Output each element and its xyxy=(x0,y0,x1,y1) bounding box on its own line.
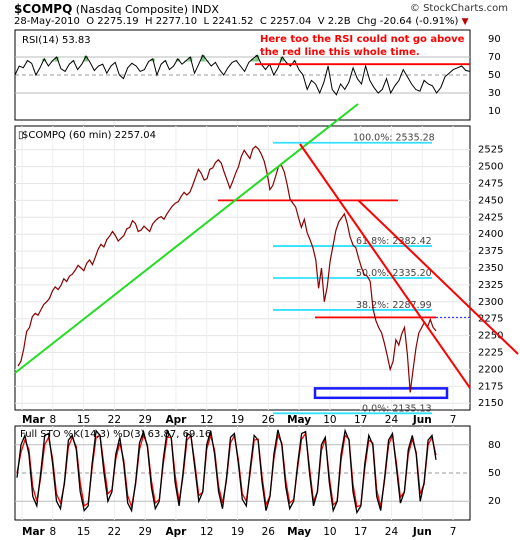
red-downtrend-line-2 xyxy=(357,199,519,355)
price-bar-icon: ▯ xyxy=(18,130,24,141)
price-x-tick-label: May xyxy=(287,414,311,426)
fib-level-label: 61.8%: 2382.42 xyxy=(356,236,432,247)
fib-level-label: 50.0%: 2335.20 xyxy=(356,268,432,279)
red-downtrend-line-1 xyxy=(299,143,471,389)
down-arrow-icon: ▼ xyxy=(461,17,469,27)
price-line xyxy=(17,145,437,393)
quote-volume: V 2.2B xyxy=(317,16,351,27)
rsi-tick-label: 90 xyxy=(488,34,501,45)
rsi-line xyxy=(14,54,471,96)
rsi-overbought-fill xyxy=(175,58,180,62)
sto-tick-label: 80 xyxy=(488,440,501,451)
sto-k-line xyxy=(16,428,437,515)
price-tick-label: 2425 xyxy=(478,212,503,223)
sto-x-tick-label: 22 xyxy=(108,526,121,538)
price-tick-label: 2275 xyxy=(478,314,503,325)
price-x-tick-label: 10 xyxy=(323,414,336,426)
rsi-tick-label: 70 xyxy=(488,52,501,63)
quote-line: 28-May-2010 O 2275.19 H 2277.10 L 2241.5… xyxy=(14,16,469,27)
price-tick-label: 2450 xyxy=(478,195,503,206)
quote-close: C 2257.04 xyxy=(259,16,312,27)
price-title: $COMPQ (60 min) 2257.04 xyxy=(22,130,156,141)
rsi-tick-label: 30 xyxy=(488,88,501,99)
price-tick-label: 2525 xyxy=(478,145,503,156)
quote-date: 28-May-2010 xyxy=(14,16,80,27)
sto-x-tick-label: May xyxy=(287,526,311,538)
sto-x-tick-label: 15 xyxy=(77,526,90,538)
price-tick-label: 2175 xyxy=(478,381,503,392)
chart-title: $COMPQ (Nasdaq Composite) INDX xyxy=(14,2,219,16)
price-x-tick-label: 19 xyxy=(231,414,244,426)
site-credit: © StockCharts.com xyxy=(409,3,508,14)
sto-x-tick-label: 26 xyxy=(262,526,276,538)
quote-change: Chg -20.64 (-0.91%) xyxy=(356,16,459,27)
sto-x-tick-label: Jun xyxy=(412,526,432,538)
sto-x-tick-label: 8 xyxy=(49,526,56,538)
price-x-tick-label: 26 xyxy=(262,414,276,426)
green-uptrend-line xyxy=(14,103,359,374)
price-x-tick-label: 29 xyxy=(138,414,151,426)
rsi-tick-label: 50 xyxy=(488,70,501,81)
sto-title: Full STO %K(14,3) %D(3) 63.87, 69.16 xyxy=(20,429,211,440)
price-x-tick-label: 8 xyxy=(49,414,56,426)
quote-open: O 2275.19 xyxy=(86,16,139,27)
sto-x-tick-label: 10 xyxy=(323,526,336,538)
price-tick-label: 2325 xyxy=(478,280,503,291)
price-tick-label: 2350 xyxy=(478,263,503,274)
price-tick-label: 2300 xyxy=(478,297,503,308)
rsi-annotation: Here too the RSI could not go above the r… xyxy=(260,34,465,58)
price-tick-label: 2375 xyxy=(478,246,503,257)
rsi-overbought-fill xyxy=(54,57,59,62)
rsi-overbought-fill xyxy=(200,55,205,62)
rsi-tick-label: 10 xyxy=(488,106,501,117)
rsi-overbought-fill xyxy=(83,56,88,62)
price-tick-label: 2500 xyxy=(478,162,503,173)
rsi-overbought-fill xyxy=(188,57,193,62)
rsi-overbought-fill xyxy=(250,58,255,62)
quote-low: L 2241.52 xyxy=(203,16,254,27)
price-tick-label: 2475 xyxy=(478,178,503,189)
price-tick-label: 2200 xyxy=(478,364,503,375)
fib-level-label: 0.0%: 2135.13 xyxy=(362,403,432,414)
rsi-overbought-fill xyxy=(280,57,285,62)
sto-tick-label: 20 xyxy=(488,496,501,507)
quote-high: H 2277.10 xyxy=(145,16,198,27)
index-name: (Nasdaq Composite) INDX xyxy=(75,3,219,16)
price-tick-label: 2150 xyxy=(478,398,503,409)
sto-x-tick-label: 7 xyxy=(450,526,457,538)
rsi-overbought-fill xyxy=(255,55,260,62)
support-zone-box xyxy=(313,387,449,400)
price-x-tick-label: 7 xyxy=(450,414,457,426)
sto-x-tick-label: 19 xyxy=(231,526,244,538)
rsi-title: RSI(14) 53.83 xyxy=(22,35,91,46)
price-tick-label: 2250 xyxy=(478,331,503,342)
fib-level-label: 38.2%: 2287.99 xyxy=(356,300,432,311)
sto-x-tick-label: 29 xyxy=(138,526,151,538)
sto-x-tick-label: 24 xyxy=(385,526,399,538)
price-x-tick-label: Apr xyxy=(166,414,188,426)
price-x-tick-label: Mar xyxy=(22,414,46,426)
sto-x-tick-label: 17 xyxy=(354,526,367,538)
price-tick-label: 2225 xyxy=(478,348,503,359)
fib-level-label: 100.0%: 2535.28 xyxy=(353,133,435,144)
price-x-tick-label: 22 xyxy=(108,414,121,426)
rsi-overbought-fill xyxy=(42,58,47,62)
price-x-tick-label: 24 xyxy=(385,414,399,426)
price-x-tick-label: Jun xyxy=(412,414,432,426)
symbol: $COMPQ xyxy=(14,2,73,16)
price-x-tick-label: 15 xyxy=(77,414,90,426)
sto-tick-label: 50 xyxy=(488,468,501,479)
sto-x-tick-label: Apr xyxy=(166,526,188,538)
price-x-tick-label: 17 xyxy=(354,414,367,426)
sto-x-tick-label: Mar xyxy=(22,526,46,538)
price-x-tick-label: 12 xyxy=(200,414,213,426)
sto-x-tick-label: 12 xyxy=(200,526,213,538)
price-tick-label: 2400 xyxy=(478,229,503,240)
